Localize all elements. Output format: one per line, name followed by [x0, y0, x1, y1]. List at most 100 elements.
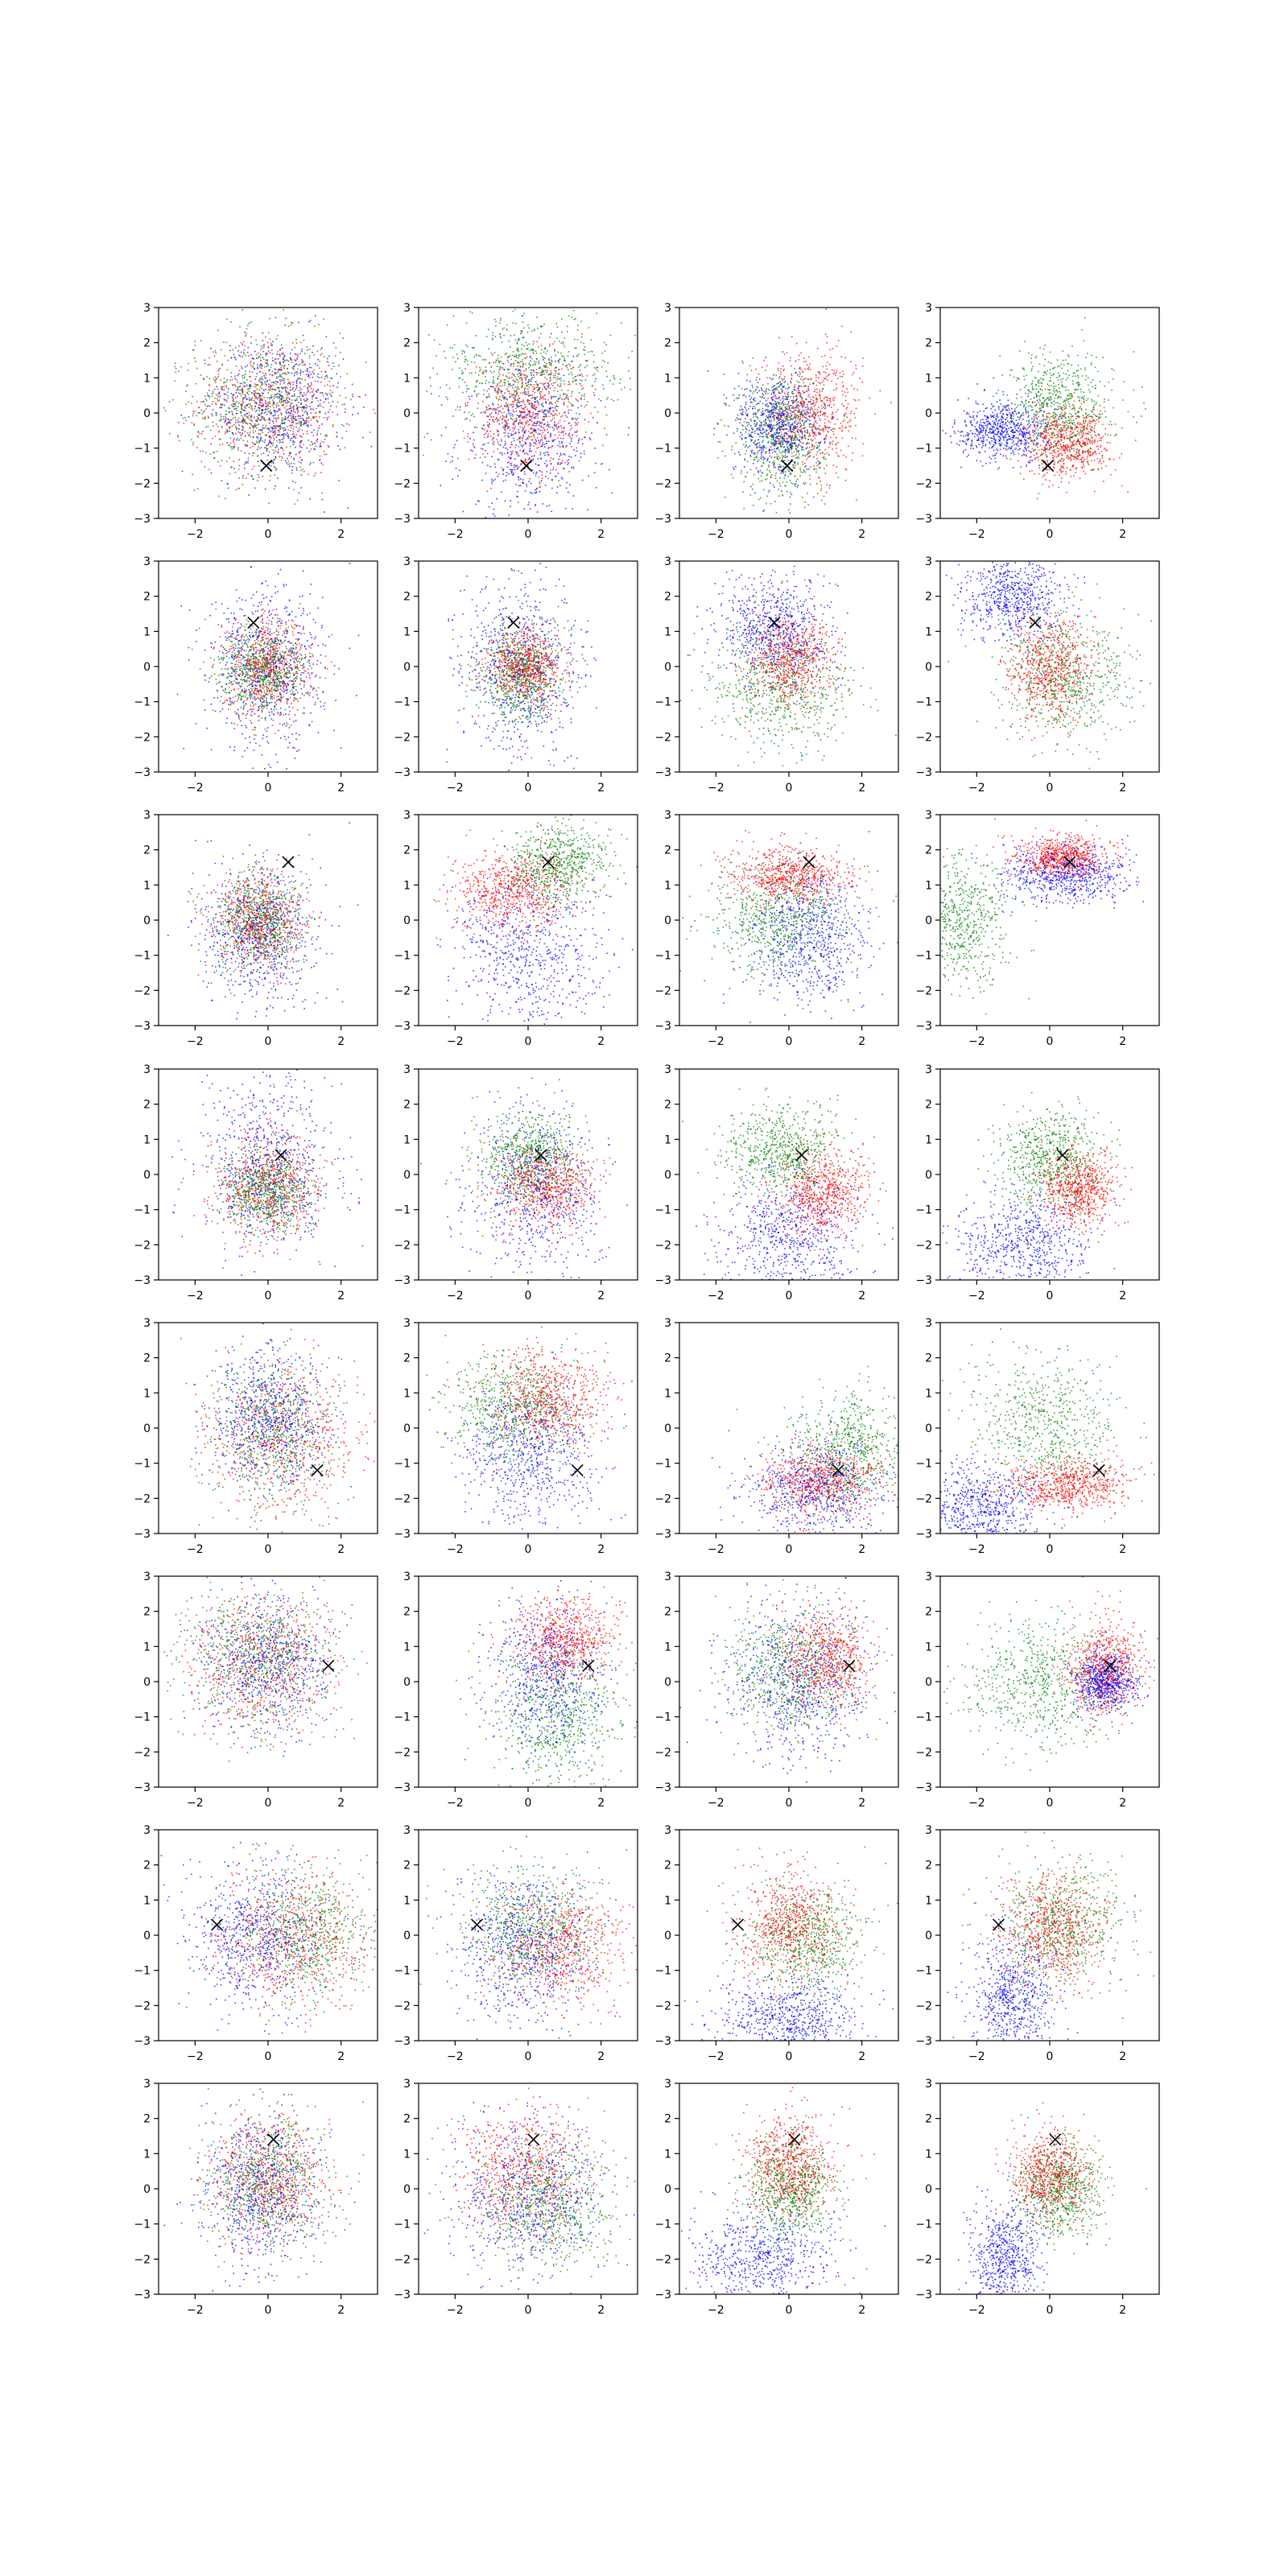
- point-red: [847, 392, 848, 394]
- point-green: [217, 461, 219, 463]
- point-green: [227, 391, 229, 393]
- point-green: [261, 447, 262, 448]
- point-green: [258, 442, 260, 444]
- point-blue: [757, 392, 758, 394]
- point-red: [826, 427, 828, 428]
- point-green: [213, 393, 214, 394]
- point-green: [810, 484, 811, 485]
- point-green: [766, 469, 768, 471]
- point-red: [242, 406, 243, 407]
- point-red: [502, 397, 504, 398]
- point-green: [525, 387, 526, 389]
- point-red: [531, 384, 533, 386]
- point-green: [282, 423, 283, 424]
- point-red: [192, 474, 193, 476]
- point-green: [282, 448, 283, 449]
- point-green: [792, 483, 794, 485]
- point-green: [191, 402, 192, 404]
- point-green: [790, 480, 791, 481]
- point-blue: [751, 397, 753, 398]
- point-red: [237, 419, 239, 421]
- point-green: [295, 418, 296, 419]
- point-red: [593, 392, 595, 394]
- point-green: [270, 367, 272, 369]
- point-green: [213, 422, 214, 423]
- point-green: [508, 381, 510, 382]
- point-green: [819, 391, 821, 393]
- point-red: [780, 374, 782, 375]
- point-blue: [227, 423, 229, 424]
- point-red: [278, 449, 279, 451]
- point-blue: [281, 369, 283, 371]
- point-green: [268, 347, 270, 349]
- point-green: [172, 399, 174, 401]
- point-blue: [522, 450, 524, 452]
- point-blue: [303, 335, 304, 336]
- point-red: [804, 378, 806, 380]
- point-green: [527, 349, 529, 350]
- point-red: [819, 477, 820, 479]
- point-blue: [535, 489, 536, 491]
- point-green: [306, 400, 308, 402]
- point-green: [447, 324, 448, 326]
- point-green: [534, 371, 535, 373]
- point-blue: [280, 427, 282, 429]
- point-red: [795, 385, 796, 386]
- point-green: [279, 354, 281, 356]
- point-blue: [752, 436, 753, 438]
- point-blue: [281, 414, 283, 415]
- point-red: [302, 430, 303, 431]
- point-green: [602, 353, 604, 354]
- point-red: [799, 376, 800, 378]
- point-blue: [270, 412, 272, 414]
- point-red: [431, 440, 432, 441]
- point-blue: [526, 452, 527, 454]
- point-green: [253, 478, 254, 480]
- point-red: [522, 365, 524, 367]
- point-blue: [518, 406, 520, 407]
- point-blue: [299, 415, 301, 417]
- point-blue: [264, 447, 266, 448]
- point-blue: [568, 398, 569, 400]
- y-tick-label: −2: [134, 477, 151, 490]
- point-blue: [761, 424, 762, 426]
- point-blue: [552, 396, 554, 398]
- point-green: [592, 351, 593, 353]
- point-red: [320, 403, 321, 405]
- point-red: [804, 369, 806, 370]
- point-red: [799, 419, 800, 421]
- point-green: [220, 439, 221, 440]
- point-red: [238, 418, 240, 419]
- point-green: [214, 452, 216, 453]
- point-green: [542, 369, 543, 370]
- point-red: [526, 460, 527, 461]
- point-green: [506, 414, 508, 415]
- point-blue: [787, 423, 789, 424]
- point-blue: [502, 452, 503, 454]
- point-green: [324, 439, 326, 440]
- point-red: [827, 336, 828, 338]
- point-green: [557, 390, 559, 392]
- point-blue: [724, 374, 725, 375]
- point-blue: [224, 399, 225, 401]
- point-green: [557, 326, 559, 328]
- point-red: [233, 440, 234, 442]
- point-green: [518, 373, 520, 374]
- point-blue: [463, 511, 464, 513]
- point-green: [507, 356, 509, 357]
- point-blue: [741, 413, 743, 415]
- point-blue: [813, 456, 815, 458]
- point-green: [749, 423, 750, 425]
- point-red: [270, 343, 272, 345]
- point-blue: [247, 462, 249, 464]
- point-red: [297, 353, 299, 355]
- point-blue: [514, 458, 516, 460]
- point-green: [250, 431, 251, 433]
- point-blue: [452, 456, 453, 458]
- point-red: [564, 462, 566, 464]
- point-green: [309, 357, 311, 359]
- point-blue: [546, 440, 547, 442]
- point-green: [795, 420, 797, 422]
- point-green: [299, 374, 301, 376]
- point-green: [426, 390, 427, 392]
